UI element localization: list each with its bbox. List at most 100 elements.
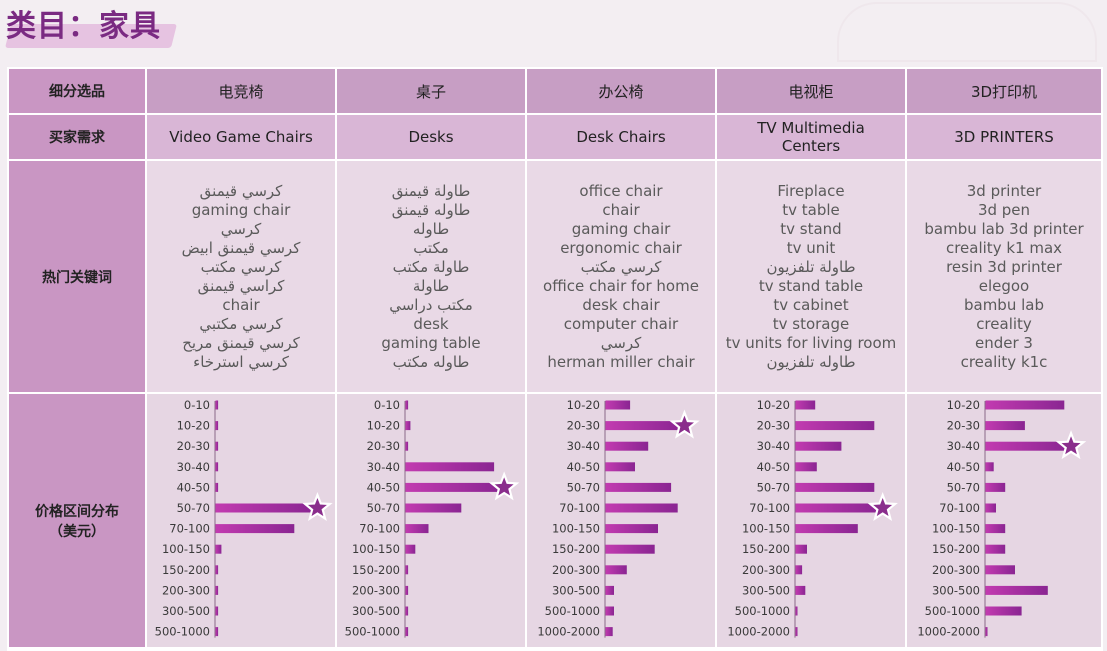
price-chart: 10-20 20-30 30-40 40-50 50-70 70-100 100-150 15… bbox=[727, 398, 898, 638]
tick-label: 20-30 bbox=[947, 418, 980, 432]
tick-label: 500-1000 bbox=[735, 604, 790, 618]
tick-label: 300-500 bbox=[552, 583, 600, 597]
price-bar bbox=[405, 503, 462, 512]
price-chart: 0-10 10-20 20-30 30-40 40-50 50-70 70-100 100-1… bbox=[155, 398, 333, 638]
tick-label: 50-70 bbox=[367, 501, 400, 515]
demand-row: 买家需求 Video Game Chairs Desks Desk Chairs… bbox=[7, 113, 1103, 161]
empty-cell bbox=[525, 647, 717, 651]
price-bar bbox=[985, 626, 988, 636]
tick-label: 1000-2000 bbox=[727, 624, 790, 638]
price-bar bbox=[795, 461, 817, 471]
row-label-price: 价格区间分布 （美元） bbox=[7, 392, 147, 649]
price-bar bbox=[605, 564, 627, 574]
price-bar bbox=[985, 585, 1048, 595]
price-chart-cell: 10-20 20-30 30-40 40-50 50-70 70-100 100-150 15… bbox=[715, 392, 907, 649]
keyword-item: ergonomic chair bbox=[560, 238, 682, 257]
price-bar bbox=[405, 544, 416, 554]
keyword-item: tv storage bbox=[772, 314, 850, 333]
price-bar bbox=[985, 482, 1006, 492]
price-bar bbox=[405, 606, 409, 615]
demand-line: Centers bbox=[781, 137, 841, 155]
keyword-item: tv cabinet bbox=[773, 295, 849, 314]
demand-cell: 3D PRINTERS bbox=[905, 113, 1103, 161]
tick-label: 0-10 bbox=[374, 398, 400, 412]
tick-label: 300-500 bbox=[352, 604, 400, 618]
keyword-item: 3d pen bbox=[977, 200, 1031, 219]
segment-row: 细分选品 电竞椅 桌子 办公椅 电视柜 3D打印机 bbox=[7, 67, 1103, 115]
price-bar bbox=[985, 523, 1006, 533]
price-bar bbox=[405, 564, 409, 574]
segment-cell: 电竞椅 bbox=[145, 67, 337, 115]
price-bar bbox=[215, 503, 314, 512]
price-bar bbox=[215, 585, 219, 595]
tick-label: 50-70 bbox=[177, 501, 210, 515]
segment-cell: 电视柜 bbox=[715, 67, 907, 115]
keyword-item: tv table bbox=[782, 200, 840, 219]
price-bar bbox=[605, 420, 681, 430]
price-bar bbox=[795, 420, 875, 430]
price-label-line: （美元） bbox=[49, 523, 105, 540]
demand-cell: TV Multimedia Centers bbox=[715, 113, 907, 161]
keyword-item: طاولة مكتب bbox=[392, 257, 470, 276]
price-bar bbox=[795, 606, 798, 615]
price-chart-cell: 0-10 10-20 20-30 30-40 40-50 50-70 70-100 100-1… bbox=[335, 392, 527, 649]
price-chart-cell: 10-20 20-30 30-40 40-50 50-70 70-100 100-150 15… bbox=[905, 392, 1103, 649]
keyword-item: كرسي قيمنق ابيض bbox=[181, 238, 301, 257]
price-bar bbox=[605, 461, 635, 471]
keyword-item: مكتب دراسي bbox=[389, 295, 473, 314]
tick-label: 50-70 bbox=[947, 480, 980, 494]
price-bar bbox=[605, 503, 678, 512]
tick-label: 20-30 bbox=[367, 439, 400, 453]
empty-cell bbox=[335, 647, 527, 651]
tick-label: 70-100 bbox=[939, 501, 980, 515]
tick-label: 10-20 bbox=[947, 398, 980, 412]
price-bar bbox=[605, 400, 631, 409]
price-bar bbox=[215, 544, 222, 554]
tick-label: 500-1000 bbox=[345, 624, 400, 638]
price-bar bbox=[985, 606, 1022, 615]
star-icon bbox=[867, 491, 898, 521]
demand-line: TV Multimedia bbox=[757, 119, 865, 137]
price-bar bbox=[215, 564, 219, 574]
price-chart: 0-10 10-20 20-30 30-40 40-50 50-70 70-100 100-1… bbox=[345, 398, 520, 638]
tick-label: 300-500 bbox=[742, 583, 790, 597]
demand-cell: Desk Chairs bbox=[525, 113, 717, 161]
tick-label: 10-20 bbox=[567, 398, 600, 412]
tick-label: 500-1000 bbox=[925, 604, 980, 618]
keyword-item: desk chair bbox=[582, 295, 660, 314]
tick-label: 100-150 bbox=[932, 521, 980, 535]
keyword-item: طاوله قيمنق bbox=[391, 200, 471, 219]
tick-label: 500-1000 bbox=[545, 604, 600, 618]
price-bar bbox=[605, 523, 658, 533]
price-bar bbox=[795, 544, 807, 554]
price-bar bbox=[985, 400, 1065, 409]
price-bar bbox=[985, 544, 1006, 554]
price-bar bbox=[605, 585, 614, 595]
segment-cell: 办公椅 bbox=[525, 67, 717, 115]
keyword-item: gaming chair bbox=[191, 200, 291, 219]
tick-label: 10-20 bbox=[367, 418, 400, 432]
tick-label: 100-150 bbox=[552, 521, 600, 535]
tick-label: 30-40 bbox=[567, 439, 600, 453]
price-chart: 10-20 20-30 30-40 40-50 50-70 70-100 100-150 15… bbox=[917, 398, 1087, 638]
star-icon bbox=[302, 491, 333, 521]
keyword-item: طاوله تلفزيون bbox=[766, 352, 856, 371]
keywords-row: 热门关键词 كرسي قيمنق gaming chair كرسي كرسي قيم… bbox=[7, 159, 1103, 394]
price-bar bbox=[405, 461, 495, 471]
keyword-item: computer chair bbox=[563, 314, 679, 333]
tick-label: 10-20 bbox=[757, 398, 790, 412]
keyword-item: كرسي مكتب bbox=[580, 257, 662, 276]
price-bar bbox=[605, 544, 655, 554]
keyword-item: 3d printer bbox=[966, 181, 1042, 200]
empty-cell bbox=[145, 647, 337, 651]
tick-label: 50-70 bbox=[567, 480, 600, 494]
tick-label: 150-200 bbox=[932, 542, 980, 556]
keyword-item: كرسي مكتب bbox=[200, 257, 282, 276]
keyword-item: طاوله مكتب bbox=[392, 352, 470, 371]
tick-label: 150-200 bbox=[552, 542, 600, 556]
tick-label: 40-50 bbox=[947, 459, 980, 473]
keyword-item: طاولة قيمنق bbox=[391, 181, 471, 200]
tick-label: 70-100 bbox=[359, 521, 400, 535]
tick-label: 150-200 bbox=[352, 562, 400, 576]
keyword-item: ender 3 bbox=[975, 333, 1033, 352]
